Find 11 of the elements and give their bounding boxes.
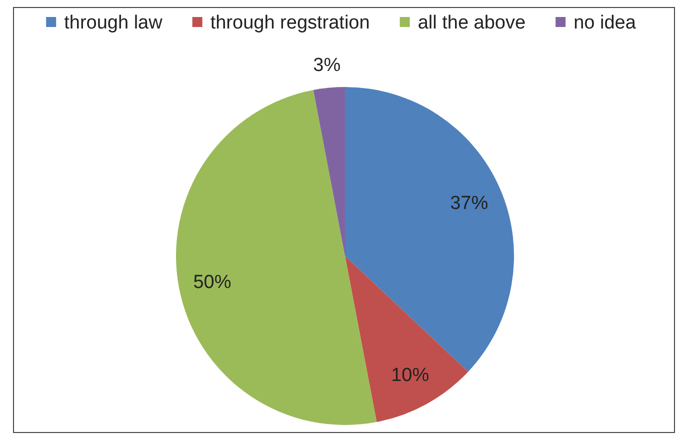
legend-label: through law — [64, 12, 163, 34]
legend-label: all the above — [418, 12, 526, 34]
pie-slice — [313, 87, 345, 256]
data-label: 37% — [450, 192, 488, 214]
data-label: 50% — [193, 272, 232, 293]
data-label: 10% — [391, 365, 430, 386]
data-label: 3% — [313, 54, 341, 76]
pie-slice — [176, 90, 377, 425]
legend-label: through regstration — [210, 12, 370, 34]
pie-slice — [345, 256, 468, 422]
legend-label: no idea — [574, 12, 636, 34]
